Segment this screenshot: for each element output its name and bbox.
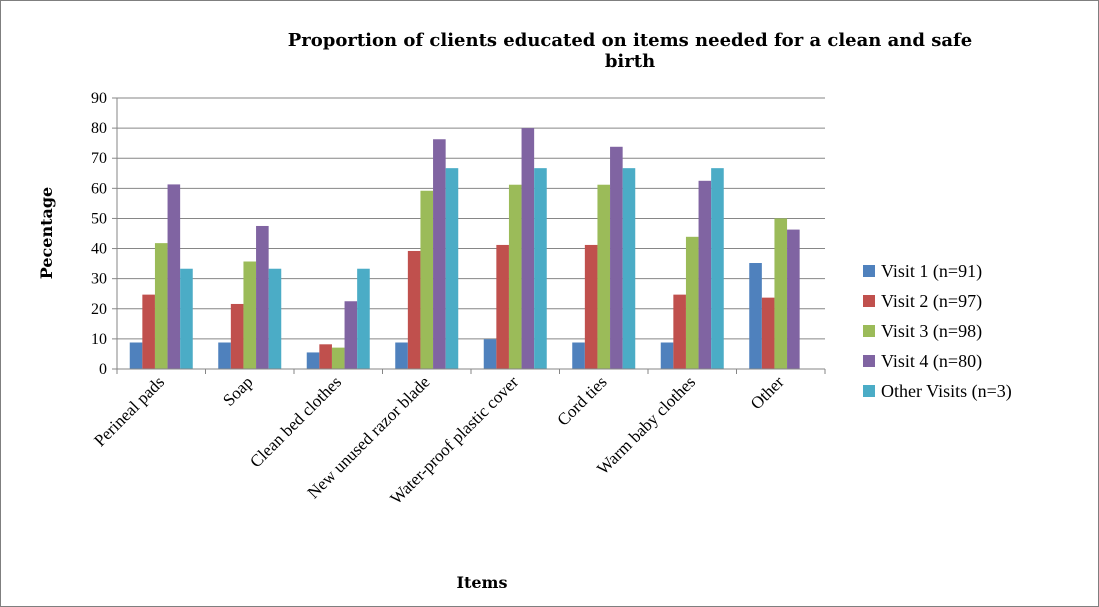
y-tick-label: 60 [91,180,107,197]
y-tick-label: 40 [91,241,107,258]
legend: Visit 1 (n=91) Visit 2 (n=97) Visit 3 (n=9… [863,261,1012,402]
y-tick-label: 90 [91,90,107,107]
bars [129,128,800,369]
bar [154,243,168,369]
bar [534,168,547,369]
legend-label: Visit 1 (n=91) [881,261,982,282]
bar [787,229,800,369]
bar [496,244,509,369]
bar [521,128,535,369]
y-tick-label: 30 [91,271,107,288]
bar [572,342,585,369]
x-tick-label: Clean bed clothes [246,372,345,471]
bar [420,190,434,369]
x-axis-title: Items [457,573,508,592]
bar [711,168,724,369]
bar [167,184,181,369]
legend-swatch [863,295,875,307]
bar [180,268,193,369]
bar [142,294,155,369]
bar [584,244,598,369]
legend-label: Visit 2 (n=97) [881,291,982,312]
bar [306,352,320,369]
bar [622,168,636,369]
y-tick-label: 50 [91,210,107,227]
y-axis-ticks: 0 10 20 30 40 50 60 70 80 90 [91,90,117,378]
bar [243,261,257,369]
y-tick-label: 80 [91,120,107,137]
bar [331,347,345,369]
bar [698,180,712,369]
bar [357,268,370,369]
bar [749,263,762,369]
bar [774,218,788,369]
legend-swatch [863,385,875,397]
y-tick-label: 10 [91,331,107,348]
x-tick-label: Other [747,372,788,413]
legend-label: Visit 3 (n=98) [881,321,982,342]
bar [483,339,497,369]
legend-swatch [863,325,875,337]
x-tick-label: Soap [219,372,256,409]
bar [218,342,231,369]
y-tick-label: 20 [91,301,107,318]
legend-swatch [863,265,875,277]
bar [673,294,686,369]
chart-title-line: birth [605,51,655,72]
y-axis-title: Pecentage [37,187,56,279]
bar [445,168,459,369]
legend-swatch [863,355,875,367]
y-tick-label: 0 [99,361,107,378]
bar [597,184,611,369]
bar [508,184,522,369]
chart-title: Proportion of clients educated on items … [288,30,972,72]
y-tick-label: 70 [91,150,107,167]
bar [230,303,244,369]
legend-label: Other Visits (n=3) [881,381,1012,402]
bar [395,342,408,369]
bar [344,301,358,369]
bar [761,297,775,369]
legend-label: Visit 4 (n=80) [881,351,982,372]
bar [685,236,699,369]
bar [268,268,282,369]
x-tick-label: Warm baby clothes [593,372,699,478]
bar [319,344,332,369]
bar [256,225,269,369]
bar [433,139,446,369]
bar [129,342,143,369]
x-tick-label: Cord ties [553,372,610,429]
chart-title-line: Proportion of clients educated on items … [288,30,972,51]
bar [407,250,421,369]
x-tick-label: Perineal pads [90,372,168,450]
bar [610,146,623,369]
bar [660,342,674,369]
